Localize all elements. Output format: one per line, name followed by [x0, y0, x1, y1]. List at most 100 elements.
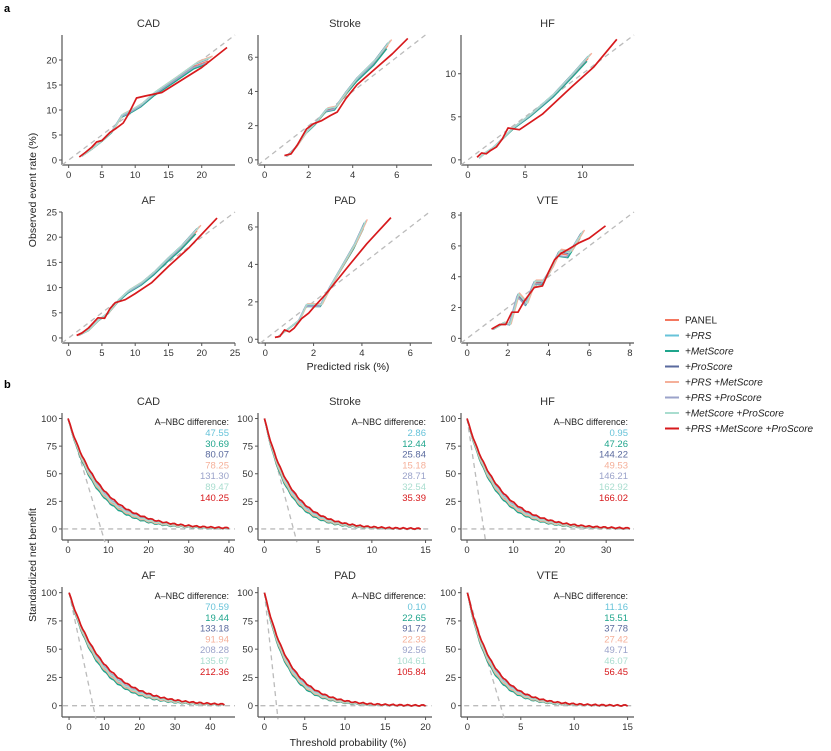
x-tick-label: 10 [130, 170, 141, 181]
x-tick-label: 2 [505, 348, 510, 359]
treat-all-line [466, 418, 487, 543]
y-tick-label: 75 [242, 616, 253, 627]
nbc-difference-value: 30.69 [205, 439, 229, 450]
legend-label: +MetScore [685, 347, 734, 358]
y-tick-label: 50 [445, 645, 456, 656]
nbc-difference-value: 140.25 [200, 493, 229, 504]
x-tick-label: 20 [196, 170, 207, 181]
x-tick-label: 10 [577, 170, 588, 181]
net-benefit-curve-full-model [263, 592, 426, 707]
legend-item: +PRS +MetScore +ProScore [665, 424, 814, 435]
y-tick-label: 0 [248, 335, 253, 346]
calibration-panel-vte-title: VTE [537, 195, 558, 207]
legend-item: +PRS [665, 331, 712, 342]
net-benefit-curve-5 [263, 418, 422, 530]
net-benefit-curve-full-model [466, 418, 631, 530]
calibration-panel-vte: 0 2 4 6 8 0 2 4 6 8 VTE [451, 195, 635, 359]
calibration-panel-af: 0 5 10 15 20 25 0 5 10 15 20 25 AF [46, 195, 240, 359]
nbc-difference-value: 47.55 [205, 428, 229, 439]
x-tick-label: 10 [130, 348, 141, 359]
y-tick-label: 15 [46, 258, 57, 269]
nbc-difference-value: 162.92 [599, 482, 628, 493]
nbc-difference-value: 32.54 [402, 482, 426, 493]
nbc-difference-value: 12.44 [402, 439, 426, 450]
net-benefit-curve-full-model [68, 592, 225, 706]
y-tick-label: 100 [440, 414, 456, 425]
x-tick-label: 0 [66, 170, 71, 181]
nbc-difference-value: 56.45 [604, 667, 628, 678]
net-benefit-curve-full-model [263, 418, 422, 531]
calibration-panel-hf: 0 5 10 0 5 10 HF [445, 18, 635, 181]
x-tick-label: 2 [311, 348, 316, 359]
nbc-difference-value: 104.61 [397, 656, 426, 667]
x-tick-label: 20 [143, 545, 154, 556]
calibration-panel-cad: 0 5 10 15 20 0 5 10 15 20 CAD [46, 18, 236, 181]
nbc-difference-value: 27.42 [604, 634, 628, 645]
calibration-line-0 [478, 57, 589, 159]
net-benefit-curve-full-model [67, 418, 230, 530]
y-tick-label: 75 [445, 442, 456, 453]
y-tick-label: 25 [242, 497, 253, 508]
nbc-difference-value: 80.07 [205, 450, 229, 461]
calibration-y-axis-label: Observed event rate (%) [27, 133, 39, 247]
calibration-line-full-model [476, 38, 618, 158]
x-tick-label: 0 [262, 545, 267, 556]
dca-panel-cad: 0 10 20 30 40 0 25 50 75 100 CAD A–NBC difference:4… [41, 396, 235, 556]
dca-panel-hf: 0 10 20 30 0 25 50 75 100 HF A–NBC difference:0.95… [440, 396, 634, 556]
legend-item: +PRS +MetScore [665, 378, 763, 389]
dca-y-axis-label: Standardized net benefit [27, 508, 39, 622]
calibration-line-full-model [284, 37, 409, 157]
reference-diagonal [460, 211, 635, 344]
legend-label: +MetScore +ProScore [685, 409, 784, 420]
x-tick-label: 0 [464, 348, 469, 359]
nbc-difference-value: 22.65 [402, 613, 426, 624]
nbc-difference-value: 89.47 [205, 482, 229, 493]
y-tick-label: 25 [242, 673, 253, 684]
y-tick-label: 50 [445, 469, 456, 480]
nbc-difference-value: 166.02 [599, 493, 628, 504]
y-tick-label: 8 [451, 211, 456, 222]
x-tick-label: 15 [380, 722, 391, 733]
x-tick-label: 10 [103, 545, 114, 556]
y-tick-label: 0 [248, 524, 253, 535]
calibration-line-full-model [76, 217, 218, 337]
x-tick-label: 30 [601, 545, 612, 556]
x-tick-label: 0 [66, 348, 71, 359]
y-tick-label: 6 [248, 222, 253, 233]
dca-panel-pad-title: PAD [334, 570, 356, 582]
legend-item: +MetScore [665, 347, 734, 358]
nbc-difference-value: 92.56 [402, 645, 426, 656]
legend: PANEL +PRS +MetScore +ProScore +PRS +MetScor… [665, 316, 814, 435]
nbc-difference-value: 37.78 [604, 624, 628, 635]
y-tick-label: 2 [451, 303, 456, 314]
y-tick-label: 100 [237, 588, 253, 599]
nbc-difference-value: 78.25 [205, 460, 229, 471]
nbc-difference-value: 49.71 [604, 645, 628, 656]
y-tick-label: 25 [46, 673, 57, 684]
nbc-difference-value: 11.16 [605, 602, 628, 613]
nbc-difference-value: 208.28 [200, 645, 229, 656]
y-tick-label: 25 [445, 673, 456, 684]
nbc-difference-value: 105.84 [397, 667, 426, 678]
y-tick-label: 50 [242, 469, 253, 480]
net-benefit-curve-1 [263, 418, 422, 531]
y-tick-label: 5 [52, 131, 57, 142]
nbc-difference-value: 146.21 [599, 471, 628, 482]
nbc-difference-value: 15.51 [604, 613, 628, 624]
y-tick-label: 6 [451, 241, 456, 252]
nbc-difference-value: 131.30 [200, 471, 229, 482]
x-tick-label: 20 [196, 348, 207, 359]
x-tick-label: 30 [170, 722, 181, 733]
nbc-difference-header: A–NBC difference: [352, 591, 426, 601]
x-tick-label: 10 [569, 722, 580, 733]
y-tick-label: 15 [46, 81, 57, 92]
net-benefit-curve-0 [263, 418, 422, 531]
nbc-difference-value: 22.33 [402, 634, 426, 645]
dca-x-axis-label: Threshold probability (%) [290, 737, 407, 749]
y-tick-label: 0 [248, 701, 253, 712]
legend-item: +MetScore +ProScore [665, 409, 784, 420]
y-tick-label: 100 [41, 588, 57, 599]
y-tick-label: 75 [46, 616, 57, 627]
x-tick-label: 10 [508, 545, 519, 556]
